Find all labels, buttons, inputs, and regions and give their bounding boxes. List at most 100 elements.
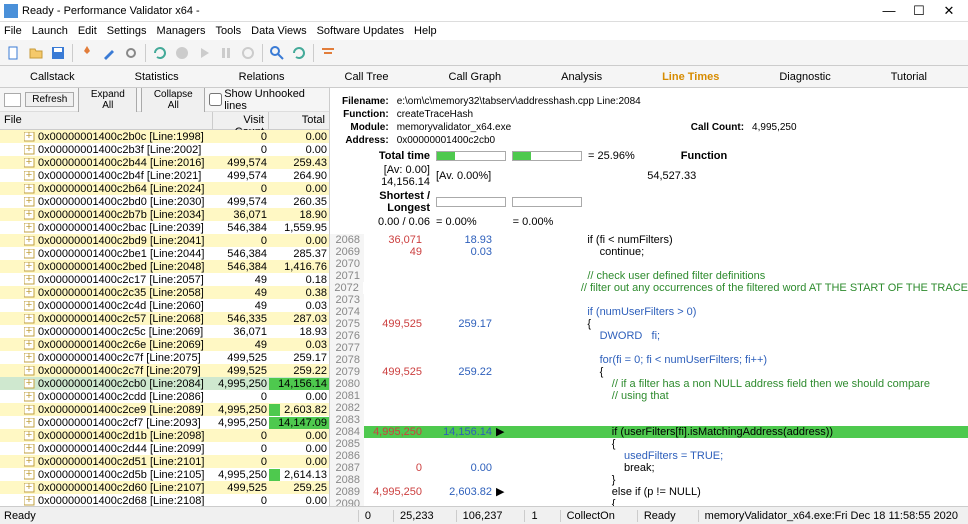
- refresh2-icon[interactable]: [289, 43, 309, 63]
- minimize-button[interactable]: —: [874, 3, 904, 18]
- table-row[interactable]: +0x00000001400c2bd0 [Line:2030]499,57426…: [0, 195, 329, 208]
- code-line[interactable]: 2072 // filter out any occurrences of th…: [330, 282, 968, 294]
- tab-call-tree[interactable]: Call Tree: [315, 68, 419, 86]
- tab-analysis[interactable]: Analysis: [531, 68, 632, 86]
- show-unhooked-checkbox[interactable]: Show Unhooked lines: [209, 88, 325, 112]
- col-total[interactable]: Total: [269, 112, 329, 129]
- table-row[interactable]: +0x00000001400c2bac [Line:2039]546,3841,…: [0, 221, 329, 234]
- table-row[interactable]: +0x00000001400c2cdd [Line:2086]00.00: [0, 390, 329, 403]
- refresh-button[interactable]: Refresh: [25, 92, 74, 107]
- refresh-icon[interactable]: [150, 43, 170, 63]
- menu-launch[interactable]: Launch: [32, 25, 68, 37]
- menu-help[interactable]: Help: [414, 25, 437, 37]
- open-icon[interactable]: [26, 43, 46, 63]
- table-row[interactable]: +0x00000001400c2c17 [Line:2057]490.18: [0, 273, 329, 286]
- menu-file[interactable]: File: [4, 25, 22, 37]
- col-file[interactable]: File: [0, 112, 213, 129]
- svg-text:+: +: [26, 340, 32, 350]
- menu-software updates[interactable]: Software Updates: [317, 25, 404, 37]
- code-line[interactable]: 2086 usedFilters = TRUE;: [330, 450, 968, 462]
- play-icon[interactable]: [194, 43, 214, 63]
- code-line[interactable]: 2075499,525259.17 {: [330, 318, 968, 330]
- save-icon[interactable]: [48, 43, 68, 63]
- svg-text:+: +: [26, 418, 32, 428]
- table-row[interactable]: +0x00000001400c2bed [Line:2048]546,3841,…: [0, 260, 329, 273]
- code-line[interactable]: 20844,995,25014,156.14▶ if (userFilters[…: [330, 426, 968, 438]
- tab-relations[interactable]: Relations: [209, 68, 315, 86]
- table-row[interactable]: +0x00000001400c2bd9 [Line:2041]00.00: [0, 234, 329, 247]
- maximize-button[interactable]: ☐: [904, 3, 934, 19]
- code-line[interactable]: 2088 }: [330, 474, 968, 486]
- table-row[interactable]: +0x00000001400c2c6e [Line:2069]490.03: [0, 338, 329, 351]
- tab-statistics[interactable]: Statistics: [105, 68, 209, 86]
- menu-settings[interactable]: Settings: [107, 25, 147, 37]
- tab-call-graph[interactable]: Call Graph: [419, 68, 532, 86]
- table-row[interactable]: +0x00000001400c2d68 [Line:2108]00.00: [0, 494, 329, 506]
- file-table[interactable]: +0x00000001400c2b0c [Line:1998]00.00+0x0…: [0, 130, 329, 506]
- code-line[interactable]: 2069490.03 continue;: [330, 246, 968, 258]
- code-line[interactable]: 2079499,525259.22 {: [330, 366, 968, 378]
- code-line[interactable]: 2077: [330, 342, 968, 354]
- code-line[interactable]: 206836,07118.93 if (fi < numFilters): [330, 234, 968, 246]
- table-row[interactable]: +0x00000001400c2d44 [Line:2099]00.00: [0, 442, 329, 455]
- table-row[interactable]: +0x00000001400c2c35 [Line:2058]490.38: [0, 286, 329, 299]
- code-line[interactable]: 2083: [330, 414, 968, 426]
- code-line[interactable]: 2081 // using that: [330, 390, 968, 402]
- tab-line-times[interactable]: Line Times: [632, 68, 749, 86]
- rocket-icon[interactable]: [77, 43, 97, 63]
- collapse-all-button[interactable]: Collapse All: [141, 88, 205, 113]
- table-row[interactable]: +0x00000001400c2cf7 [Line:2093]4,995,250…: [0, 416, 329, 429]
- code-line[interactable]: 2073: [330, 294, 968, 306]
- code-line[interactable]: 2082: [330, 402, 968, 414]
- table-row[interactable]: +0x00000001400c2d1b [Line:2098]00.00: [0, 429, 329, 442]
- code-line[interactable]: 208700.00 break;: [330, 462, 968, 474]
- code-line[interactable]: 2071 // check user defined filter defini…: [330, 270, 968, 282]
- code-line[interactable]: 2078 for(fi = 0; fi < numUserFilters; fi…: [330, 354, 968, 366]
- expand-all-button[interactable]: Expand All: [78, 88, 137, 113]
- tab-diagnostic[interactable]: Diagnostic: [749, 68, 860, 86]
- table-row[interactable]: +0x00000001400c2c7f [Line:2075]499,52525…: [0, 351, 329, 364]
- code-view[interactable]: 206836,07118.93 if (fi < numFilters)2069…: [330, 234, 968, 506]
- table-row[interactable]: +0x00000001400c2b44 [Line:2016]499,57425…: [0, 156, 329, 169]
- table-row[interactable]: +0x00000001400c2b7b [Line:2034]36,07118.…: [0, 208, 329, 221]
- svg-text:+: +: [26, 158, 32, 168]
- table-row[interactable]: +0x00000001400c2c4d [Line:2060]490.03: [0, 299, 329, 312]
- code-line[interactable]: 2090 {: [330, 498, 968, 506]
- code-line[interactable]: 2070: [330, 258, 968, 270]
- stop-icon[interactable]: [172, 43, 192, 63]
- new-icon[interactable]: [4, 43, 24, 63]
- code-line[interactable]: 2080 // if a filter has a non NULL addre…: [330, 378, 968, 390]
- close-button[interactable]: ✕: [934, 3, 964, 19]
- gear-icon[interactable]: [121, 43, 141, 63]
- table-row[interactable]: +0x00000001400c2d51 [Line:2101]00.00: [0, 455, 329, 468]
- table-row[interactable]: +0x00000001400c2cb0 [Line:2084]4,995,250…: [0, 377, 329, 390]
- menu-edit[interactable]: Edit: [78, 25, 97, 37]
- table-row[interactable]: +0x00000001400c2b0c [Line:1998]00.00: [0, 130, 329, 143]
- table-row[interactable]: +0x00000001400c2ce9 [Line:2089]4,995,250…: [0, 403, 329, 416]
- tab-callstack[interactable]: Callstack: [0, 68, 105, 86]
- filter-icon[interactable]: [318, 43, 338, 63]
- code-line[interactable]: 20894,995,2502,603.82▶ else if (p != NUL…: [330, 486, 968, 498]
- table-row[interactable]: +0x00000001400c2be1 [Line:2044]546,38428…: [0, 247, 329, 260]
- view-icon[interactable]: [4, 93, 21, 107]
- table-row[interactable]: +0x00000001400c2c7f [Line:2079]499,52525…: [0, 364, 329, 377]
- table-row[interactable]: +0x00000001400c2d60 [Line:2107]499,52525…: [0, 481, 329, 494]
- table-row[interactable]: +0x00000001400c2b64 [Line:2024]00.00: [0, 182, 329, 195]
- menu-data views[interactable]: Data Views: [251, 25, 306, 37]
- search-icon[interactable]: [267, 43, 287, 63]
- table-row[interactable]: +0x00000001400c2c5c [Line:2069]36,07118.…: [0, 325, 329, 338]
- menu-managers[interactable]: Managers: [157, 25, 206, 37]
- wand-icon[interactable]: [99, 43, 119, 63]
- col-visit[interactable]: Visit Count: [213, 112, 269, 129]
- menu-tools[interactable]: Tools: [215, 25, 241, 37]
- pause-icon[interactable]: [216, 43, 236, 63]
- code-line[interactable]: 2074 if (numUserFilters > 0): [330, 306, 968, 318]
- step-icon[interactable]: [238, 43, 258, 63]
- code-line[interactable]: 2076 DWORD fi;: [330, 330, 968, 342]
- table-row[interactable]: +0x00000001400c2b4f [Line:2021]499,57426…: [0, 169, 329, 182]
- table-row[interactable]: +0x00000001400c2b3f [Line:2002]00.00: [0, 143, 329, 156]
- tab-tutorial[interactable]: Tutorial: [861, 68, 957, 86]
- table-row[interactable]: +0x00000001400c2d5b [Line:2105]4,995,250…: [0, 468, 329, 481]
- table-row[interactable]: +0x00000001400c2c57 [Line:2068]546,33528…: [0, 312, 329, 325]
- code-line[interactable]: 2085 {: [330, 438, 968, 450]
